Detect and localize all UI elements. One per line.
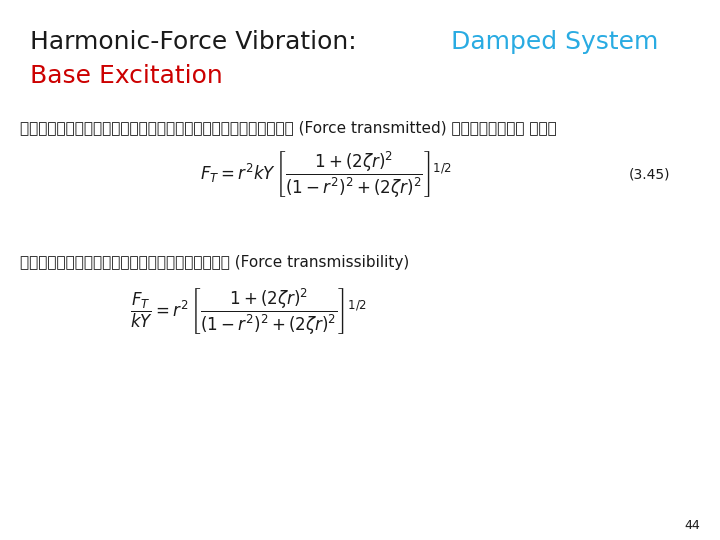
Text: (3.45): (3.45): [629, 168, 670, 182]
Text: ขนาดการสั่นสูงสุดของแรงส่งผ่าน (Force transmitted) ไปยังมวล คือ: ขนาดการสั่นสูงสุดของแรงส่งผ่าน (Force tr…: [20, 120, 557, 135]
Text: Base Excitation: Base Excitation: [30, 64, 222, 88]
Text: ความสามารถการส่งผ่านแรง (Force transmissibility): ความสามารถการส่งผ่านแรง (Force transmiss…: [20, 255, 409, 270]
Text: $F_T = r^2 k Y\,\left[\dfrac{1+(2\zeta r)^2}{(1-r^2)^2+(2\zeta r)^2}\right]^{1/2: $F_T = r^2 k Y\,\left[\dfrac{1+(2\zeta r…: [200, 150, 452, 200]
Text: $\dfrac{F_T}{kY} = r^2\,\left[\dfrac{1+(2\zeta r)^2}{(1-r^2)^2+(2\zeta r)^2}\rig: $\dfrac{F_T}{kY} = r^2\,\left[\dfrac{1+(…: [130, 287, 367, 337]
Text: 44: 44: [684, 519, 700, 532]
Text: Damped System: Damped System: [451, 30, 659, 54]
Text: Harmonic-Force Vibration:: Harmonic-Force Vibration:: [30, 30, 356, 54]
